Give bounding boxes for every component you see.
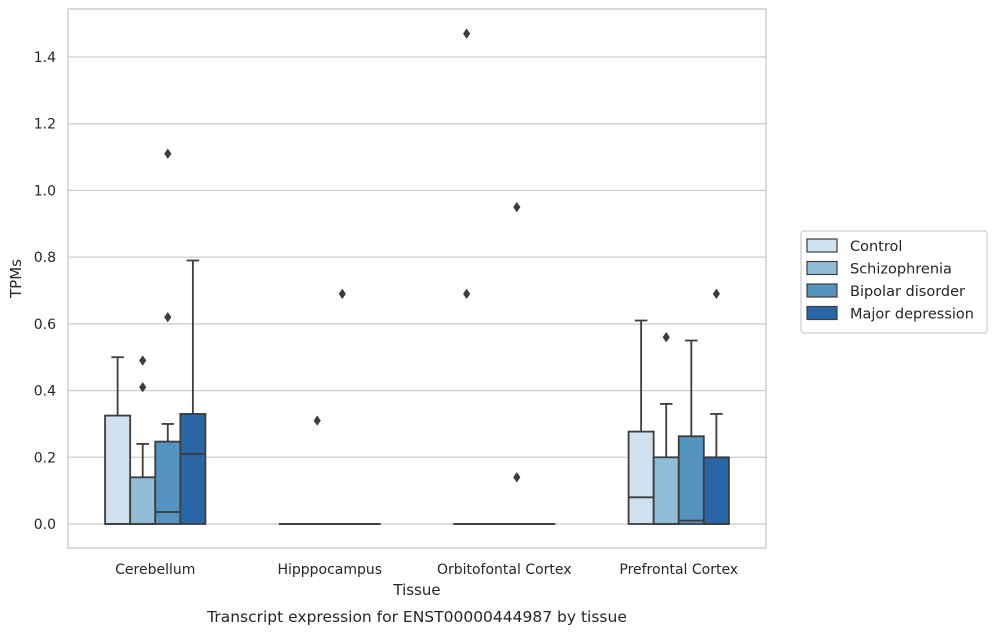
box-major-depression (179, 259, 207, 525)
legend-label: Bipolar disorder (850, 284, 965, 300)
box-iqr (129, 476, 157, 525)
box-control (104, 356, 132, 525)
y-tick-label: 0.8 (34, 250, 56, 266)
outlier-point (313, 415, 321, 426)
box-control (627, 319, 655, 525)
outlier-point (338, 288, 346, 300)
x-tick-label: Cerebellum (115, 562, 195, 578)
box-schizophrenia (129, 355, 157, 525)
box-bipolar-disorder (154, 148, 182, 525)
legend-label: Major depression (850, 307, 974, 323)
y-tick-label: 0.6 (34, 317, 56, 333)
box-iqr (702, 456, 730, 525)
box-iqr (652, 456, 680, 525)
box-major-depression (702, 288, 730, 525)
box-bipolar-disorder (503, 201, 531, 525)
y-tick-label: 1.0 (34, 183, 56, 199)
outlier-point (712, 288, 720, 300)
y-axis-title: TPMs (7, 259, 25, 299)
box-bipolar-disorder (677, 339, 705, 525)
y-tick-label: 0.2 (34, 450, 56, 466)
outlier-point (164, 311, 172, 323)
box-iqr (154, 440, 182, 525)
y-tick-label: 1.2 (34, 117, 56, 133)
legend: Control Schizophrenia Bipolar disorder Majo… (800, 230, 988, 334)
y-tick-label: 0.0 (34, 517, 56, 533)
outlier-point (463, 28, 471, 39)
box-iqr (627, 430, 655, 525)
box-control (453, 28, 481, 525)
chart-caption: Transcript expression for ENST0000044498… (206, 608, 627, 626)
x-tick-label: Hipppocampus (277, 562, 382, 578)
legend-swatch (806, 238, 838, 253)
outlier-point (513, 472, 521, 483)
plot-area-frame (67, 8, 767, 549)
box-iqr (179, 413, 207, 525)
box-schizophrenia (303, 415, 331, 525)
box-plot-series (104, 28, 730, 525)
legend-label: Schizophrenia (850, 262, 952, 278)
x-axis-title: Tissue (392, 581, 440, 599)
x-tick-label: Prefrontal Cortex (619, 562, 738, 578)
outlier-point (139, 355, 147, 366)
box-iqr (677, 435, 705, 525)
x-tick-label: Orbitofontal Cortex (437, 562, 572, 578)
box-schizophrenia (652, 332, 680, 525)
legend-label: Control (850, 239, 902, 255)
y-axis-ticks: 0.0 0.2 0.4 0.6 0.8 1.0 1.2 1.4 (34, 50, 56, 533)
outlier-point (463, 288, 471, 300)
legend-frame (800, 230, 988, 334)
outlier-point (164, 148, 172, 159)
y-tick-label: 0.4 (34, 384, 56, 400)
legend-swatch (806, 260, 838, 276)
legend-swatch (806, 283, 838, 298)
outlier-point (513, 201, 521, 213)
box-iqr (104, 414, 132, 525)
y-tick-label: 1.4 (34, 50, 56, 66)
outlier-point (662, 332, 670, 343)
outlier-point (139, 382, 147, 393)
x-axis-ticks: Cerebellum Hipppocampus Orbitofontal Corte… (115, 562, 738, 578)
legend-swatch (806, 305, 838, 321)
